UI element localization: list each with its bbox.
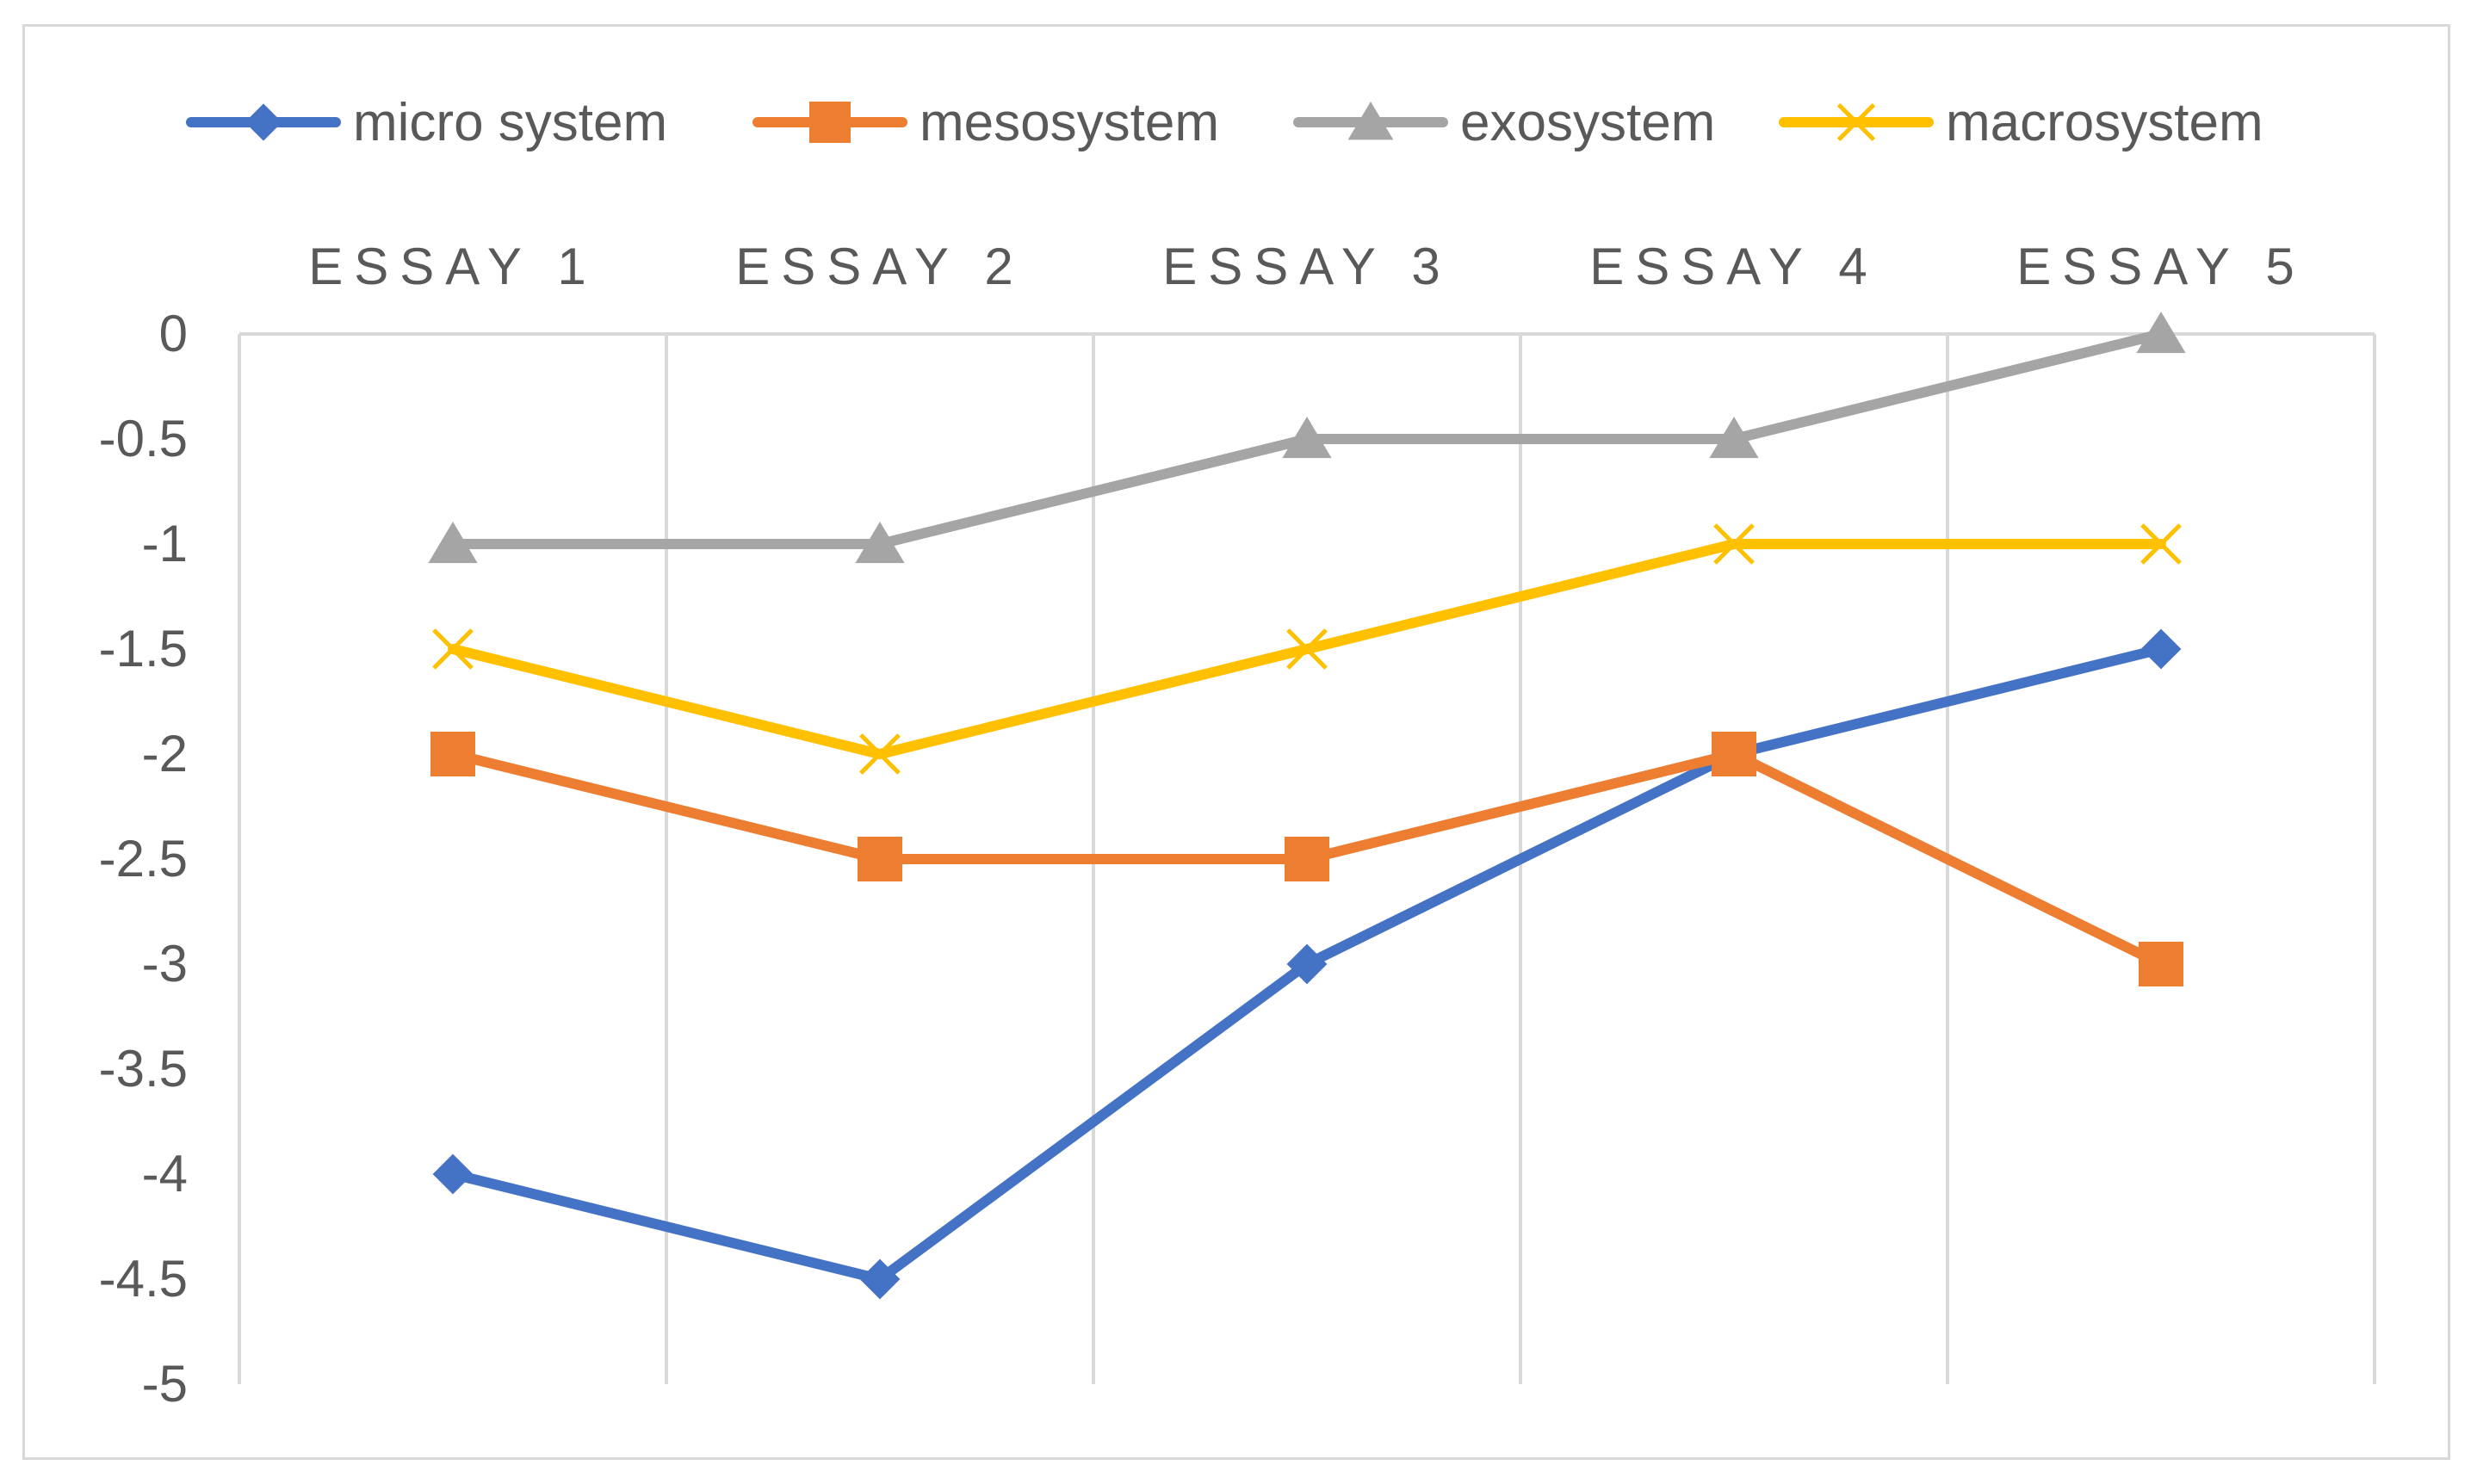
y-tick-label: -3.5 xyxy=(99,1040,188,1098)
y-tick-label: -4.5 xyxy=(99,1250,188,1308)
category-label: ESSAY 2 xyxy=(735,238,1025,295)
y-tick-label: -1 xyxy=(142,515,188,572)
y-axis-labels: 0 -0.5 -1 -1.5 -2 -2.5 -3 -3.5 -4 -4.5 -5 xyxy=(99,305,188,1413)
square-marker xyxy=(1285,837,1329,881)
y-tick-label: -2 xyxy=(142,725,188,782)
diamond-marker xyxy=(2140,628,2182,670)
triangle-marker xyxy=(1282,417,1332,459)
y-tick-label: -0.5 xyxy=(99,410,188,467)
category-label: ESSAY 1 xyxy=(308,238,598,295)
y-tick-label: -1.5 xyxy=(99,620,188,677)
x-marker xyxy=(1836,102,1876,142)
square-marker xyxy=(858,837,902,881)
legend-item: micro system xyxy=(186,93,667,152)
diamond-marker xyxy=(245,103,282,141)
legend-item: exosystem xyxy=(1293,93,1715,152)
triangle-marker xyxy=(1347,102,1394,140)
category-labels: ESSAY 1 ESSAY 2 ESSAY 3 ESSAY 4 ESSAY 5 xyxy=(308,238,2306,295)
triangle-marker xyxy=(428,522,478,564)
square-marker xyxy=(2139,942,2183,986)
series-markers xyxy=(428,312,2186,1300)
square-marker xyxy=(1712,732,1756,776)
x-marker xyxy=(1286,628,1328,670)
category-label: ESSAY 4 xyxy=(1589,238,1879,295)
y-tick-label: -3 xyxy=(142,935,188,992)
diamond-marker xyxy=(1286,943,1328,985)
square-marker xyxy=(809,102,851,143)
y-tick-label: -4 xyxy=(142,1145,188,1203)
square-marker xyxy=(430,732,475,776)
triangle-marker xyxy=(2136,312,2186,354)
legend: micro system mesosystem exosystem macrosyst… xyxy=(186,93,2263,152)
x-marker xyxy=(432,628,474,670)
y-tick-label: -2.5 xyxy=(99,830,188,887)
y-tick-label: -5 xyxy=(142,1355,188,1413)
x-marker xyxy=(1713,523,1755,565)
triangle-marker xyxy=(855,522,905,564)
triangle-marker xyxy=(1709,417,1759,459)
diamond-marker xyxy=(859,1258,901,1300)
legend-item: mesosystem xyxy=(752,93,1219,152)
legend-label: mesosystem xyxy=(920,93,1219,152)
y-tick-label: 0 xyxy=(159,305,188,362)
category-label: ESSAY 3 xyxy=(1162,238,1452,295)
x-marker xyxy=(2140,523,2182,565)
legend-label: exosystem xyxy=(1460,93,1715,152)
legend-label: macrosystem xyxy=(1946,93,2263,152)
series-lines xyxy=(448,329,2166,1284)
chart-frame xyxy=(22,24,2450,1460)
legend-item: macrosystem xyxy=(1779,93,2263,152)
legend-label: micro system xyxy=(353,93,667,152)
x-marker xyxy=(859,733,901,775)
category-label: ESSAY 5 xyxy=(2016,238,2306,295)
diamond-marker xyxy=(432,1153,474,1195)
